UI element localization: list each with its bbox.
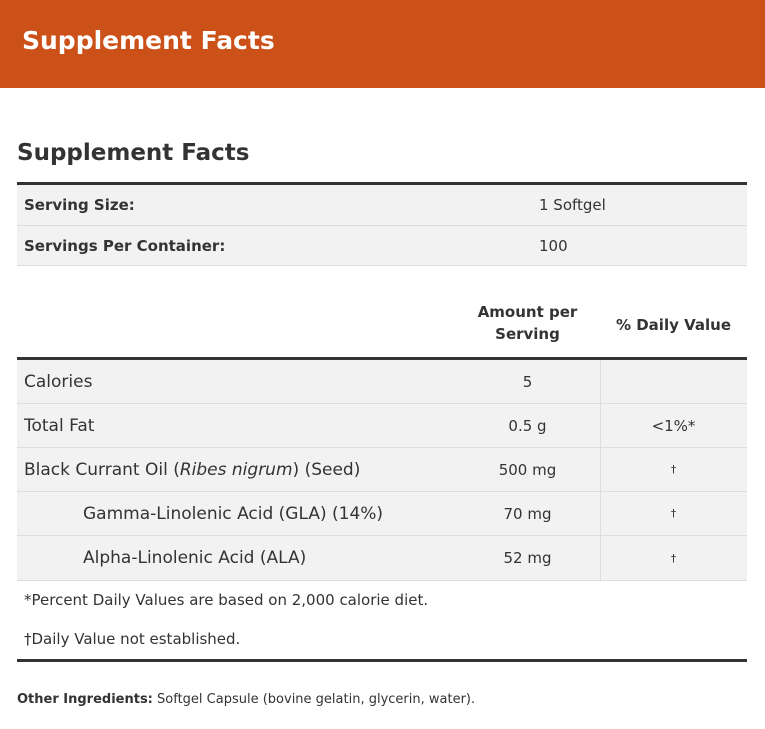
nutrient-dv: † [670,551,677,565]
divider [600,360,601,404]
column-header: % Daily Value [615,316,731,334]
serving-label: Servings Per Container: [24,236,226,255]
nutrient-dv: † [670,507,677,520]
name-part: Black Currant Oil ( [24,459,180,480]
footnote: †Daily Value not established. [24,630,241,648]
divider [600,404,601,448]
nutrient-amount: 70 mg [503,504,552,523]
footnote: *Percent Daily Values are based on 2,000… [24,591,429,609]
nutrient-dv: † [670,463,677,476]
divider [600,448,601,492]
nutrient-amount: 500 mg [498,460,557,479]
nutrient-row: Black Currant Oil (Ribes nigrum) (Seed) … [17,448,747,492]
serving-row: Serving Size: 1 Softgel [17,185,747,226]
nutrient-dv: <1%* [651,416,696,435]
nutrient-dv [600,360,747,403]
serving-value: 1 Softgel [539,196,606,214]
other-label: Other Ingredients: [17,692,153,707]
rule [17,659,747,662]
column-header: Amount per Serving [477,303,578,343]
divider [600,536,601,581]
rule [17,357,747,360]
banner: Supplement Facts [0,0,765,88]
nutrient-row: Gamma-Linolenic Acid (GLA) (14%) 70 mg † [17,492,747,536]
name-italic: Ribes nigrum [179,459,293,480]
other-text: Softgel Capsule (bovine gelatin, glyceri… [157,692,476,707]
nutrient-name: Total Fat [24,415,95,436]
nutrient-name: Gamma-Linolenic Acid (GLA) (14%) [83,503,384,524]
nutrient-name: Alpha-Linolenic Acid (ALA) [83,548,307,568]
name-part: ) (Seed) [292,459,361,480]
nutrient-row: Calories 5 [17,360,747,404]
serving-row: Servings Per Container: 100 [17,226,747,266]
other-ingredients: Other Ingredients: Softgel Capsule (bovi… [17,692,475,707]
nutrient-amount: 5 [522,372,533,391]
nutrient-amount: 52 mg [503,549,552,567]
nutrient-row: Alpha-Linolenic Acid (ALA) 52 mg † [17,536,747,581]
facts-heading: Supplement Facts [17,140,250,166]
banner-title: Supplement Facts [22,26,275,55]
nutrient-name: Calories [24,371,93,392]
nutrient-amount: 0.5 g [508,416,547,435]
nutrient-name: Black Currant Oil (Ribes nigrum) (Seed) [24,448,360,491]
serving-label: Serving Size: [24,196,135,214]
divider [600,492,601,536]
serving-value: 100 [539,236,568,255]
nutrient-row: Total Fat 0.5 g <1%* [17,404,747,448]
rule [17,182,747,185]
